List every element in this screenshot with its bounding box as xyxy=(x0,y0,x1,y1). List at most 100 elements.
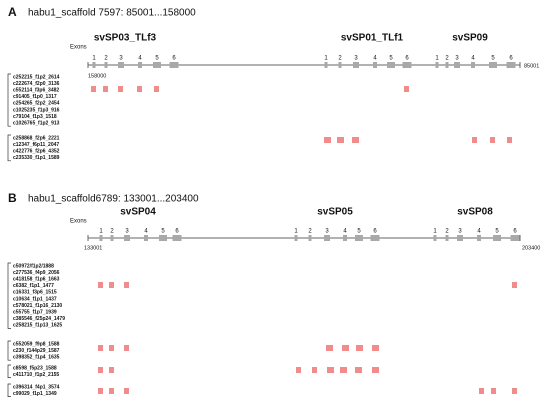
transcript-hit xyxy=(109,388,114,394)
transcript-name: c418158_f1p6_1663 xyxy=(13,277,60,283)
transcript-name: c230_f144p29_1587 xyxy=(13,348,60,354)
exon-number: 1 xyxy=(435,56,439,62)
exon-number: 4 xyxy=(477,229,481,235)
gene-name: svSP09 xyxy=(452,33,488,44)
group-bracket xyxy=(7,262,11,329)
transcript-name: c258868_f2p6_2221 xyxy=(13,135,60,141)
panel-title: habu1_scaffold6789: 133001...203400 xyxy=(28,194,199,205)
exons-label: Exons xyxy=(70,45,87,51)
transcript-name: c79104_f1p3_1518 xyxy=(13,114,57,120)
exon xyxy=(138,62,142,68)
transcript-hit xyxy=(109,367,114,373)
transcript-hit xyxy=(372,345,379,351)
scaffold-end: 85001 xyxy=(524,63,539,69)
group-bracket xyxy=(7,383,11,397)
exon-number: 2 xyxy=(110,229,114,235)
transcript-hit xyxy=(512,282,517,288)
exon xyxy=(144,235,148,241)
exon xyxy=(454,62,460,68)
transcript-name: c10634_f1p1_1437 xyxy=(13,296,57,302)
transcript-name: c91405_f1p0_1317 xyxy=(13,94,57,100)
transcript-hit xyxy=(124,388,129,394)
exon-number: 4 xyxy=(138,56,142,62)
group-bracket xyxy=(7,134,11,162)
exon xyxy=(110,235,114,241)
exon xyxy=(435,62,439,68)
gene-name: svSP08 xyxy=(457,207,493,218)
exon-number: 2 xyxy=(104,56,108,62)
transcript-name: c1025235_f1p3_916 xyxy=(13,107,60,113)
exon-number: 5 xyxy=(389,56,393,62)
exon-number: 1 xyxy=(294,229,298,235)
transcript-name: c6382_f1p1_1477 xyxy=(13,283,54,289)
transcript-name: c254265_f2p2_2454 xyxy=(13,101,60,107)
transcript-hit xyxy=(326,345,333,351)
exon xyxy=(118,62,124,68)
exon-number: 2 xyxy=(445,56,449,62)
exon-number: 1 xyxy=(324,56,328,62)
panel-label: B xyxy=(8,191,17,205)
transcript-name: c258215_f1p13_1625 xyxy=(13,323,62,329)
exon xyxy=(294,235,298,241)
transcript-hit xyxy=(356,345,363,351)
exon-number: 4 xyxy=(343,229,347,235)
transcript-hit xyxy=(98,282,103,288)
exon-number: 5 xyxy=(495,229,499,235)
transcript-hit xyxy=(124,282,129,288)
exon xyxy=(489,62,497,68)
exon xyxy=(506,62,516,68)
exon-number: 6 xyxy=(509,56,513,62)
transcript-name: c50972/f1p2/1888 xyxy=(13,263,54,269)
transcript-name: c252215_f1p2_2614 xyxy=(13,74,60,80)
exon-number: 3 xyxy=(455,56,459,62)
transcript-hit xyxy=(491,388,496,394)
exon xyxy=(402,62,412,68)
scaffold-start: 158000 xyxy=(88,73,106,79)
transcript-hit xyxy=(404,86,409,92)
transcript-hit xyxy=(512,388,517,394)
transcript-name: c277536_f4p9_2056 xyxy=(13,270,60,276)
transcript-name: c411710_f1p2_2155 xyxy=(13,372,59,378)
group-bracket xyxy=(7,73,11,127)
transcript-hit xyxy=(154,86,159,92)
exon xyxy=(471,62,475,68)
transcript-hit xyxy=(312,367,317,373)
transcript-hit xyxy=(372,367,379,373)
transcript-name: c398352_f1p4_1635 xyxy=(13,355,60,361)
transcript-hit xyxy=(98,367,103,373)
exon xyxy=(457,235,463,241)
exon xyxy=(172,235,182,241)
transcript-name: c12347_f6p11_2047 xyxy=(13,142,59,148)
transcript-name: c16331_f3p6_1515 xyxy=(13,290,57,296)
exon-number: 3 xyxy=(119,56,123,62)
exon-number: 2 xyxy=(308,229,312,235)
transcript-hit xyxy=(337,137,344,143)
panel-label: A xyxy=(8,5,17,19)
exon xyxy=(324,62,328,68)
transcript-hit xyxy=(340,367,347,373)
exon xyxy=(324,235,330,241)
exon-number: 1 xyxy=(433,229,437,235)
gene-name: svSP03_TLf3 xyxy=(94,33,157,44)
exon-number: 3 xyxy=(458,229,462,235)
exon-number: 6 xyxy=(373,229,377,235)
transcript-hit xyxy=(342,345,349,351)
exon-number: 1 xyxy=(99,229,103,235)
transcript-name: c1026765_f1p2_913 xyxy=(13,121,60,127)
scaffold-start: 133001 xyxy=(84,245,102,251)
exon-number: 6 xyxy=(405,56,409,62)
scaffold-end: 203400 xyxy=(522,245,540,251)
exons-label: Exons xyxy=(70,219,87,225)
exon-number: 5 xyxy=(357,229,361,235)
exon-number: 3 xyxy=(125,229,129,235)
exon xyxy=(370,235,380,241)
group-bracket xyxy=(7,364,11,378)
transcript-hit xyxy=(507,137,512,143)
transcript-hit xyxy=(324,137,331,143)
exon xyxy=(445,235,449,241)
exon xyxy=(477,235,481,241)
transcript-hit xyxy=(109,345,114,351)
transcript-hit xyxy=(98,388,103,394)
exon-number: 1 xyxy=(92,56,96,62)
